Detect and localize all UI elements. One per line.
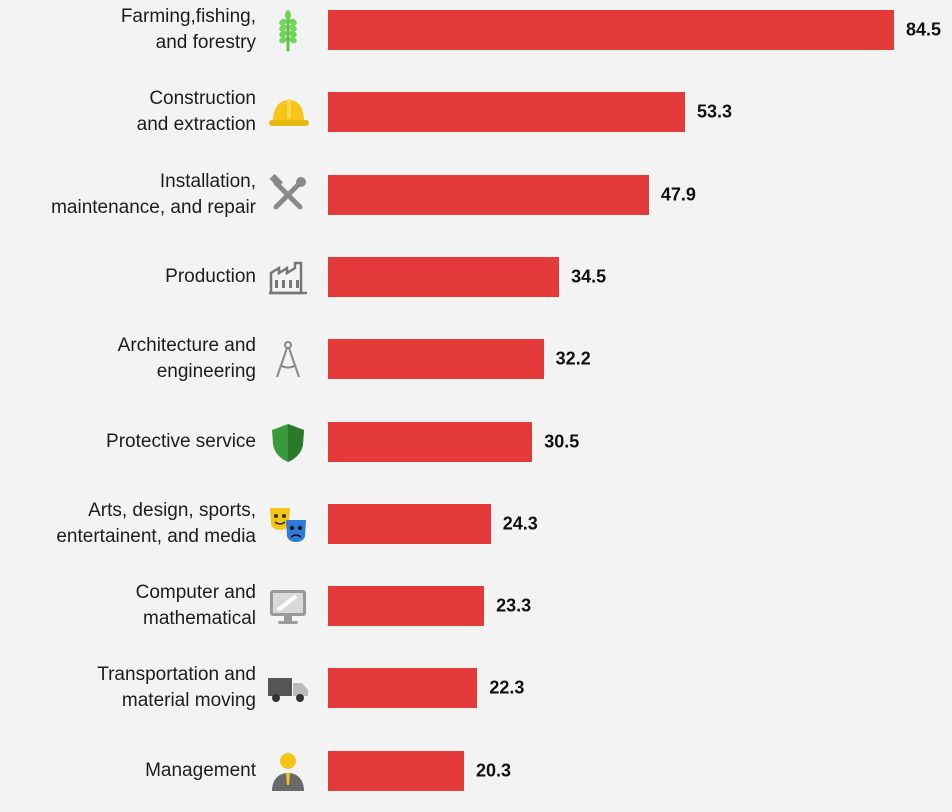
category-label: Farming,fishing, and forestry: [120, 6, 256, 53]
bar-row: Farming,fishing, and forestry 84.5: [0, 0, 952, 71]
value-label: 24.3: [502, 513, 538, 534]
category-label: Computer and mathematical: [135, 582, 256, 630]
bar: [328, 503, 491, 544]
theater-masks-icon: [270, 507, 306, 542]
bar-row: Arts, design, sports, entertainent, and …: [0, 483, 952, 565]
value-label: 22.3: [489, 677, 525, 698]
value-label: 32.2: [555, 348, 591, 369]
bar-row: Production 34.5: [0, 236, 952, 318]
bar: [328, 10, 894, 50]
category-label: Construction and extraction: [136, 88, 256, 136]
category-label: Arts, design, sports, entertainent, and …: [56, 499, 256, 547]
bar-row: Construction and extraction 53.3: [0, 71, 952, 153]
value-label: 53.3: [697, 101, 733, 122]
bar-row: Computer and mathematical 23.3: [0, 565, 952, 647]
manager-icon: [272, 752, 304, 791]
shield-icon: [272, 423, 304, 462]
compass-icon: [276, 341, 300, 378]
value-label: 20.3: [475, 760, 512, 781]
bar: [328, 586, 485, 627]
bar: [328, 339, 544, 380]
factory-icon: [269, 261, 307, 295]
tools-icon: [269, 173, 306, 210]
value-label: 23.3: [496, 595, 532, 616]
bar: [328, 750, 464, 791]
value-label: 30.5: [544, 431, 580, 451]
bar-row: Architecture and engineering 32.2: [0, 318, 952, 400]
category-label: Management: [145, 759, 256, 781]
category-label: Installation, maintenance, and repair: [51, 170, 256, 218]
bar: [328, 256, 560, 297]
truck-icon: [268, 678, 308, 703]
category-label: Protective service: [106, 430, 256, 452]
wheat-icon: [279, 10, 297, 52]
category-label: Transportation and material moving: [97, 664, 256, 712]
bar-chart: Farming,fishing, and forestry 84.5 Constru…: [0, 0, 952, 791]
bar: [328, 92, 685, 133]
bar-row: Transportation and material moving 22.3: [0, 647, 952, 729]
value-label: 84.5: [906, 19, 942, 40]
bar: [328, 668, 478, 709]
bar-row: Installation, maintenance, and repair 47.…: [0, 154, 952, 236]
category-label: Architecture and engineering: [117, 335, 256, 383]
bar: [328, 174, 649, 215]
hard-hat-icon: [269, 99, 309, 127]
bar-row: Management 20.3: [0, 730, 952, 812]
bar-row: Protective service 30.5: [0, 401, 952, 483]
value-label: 47.9: [660, 184, 696, 205]
value-label: 34.5: [571, 266, 607, 287]
bar: [328, 421, 533, 462]
category-label: Production: [165, 265, 256, 287]
monitor-icon: [270, 590, 306, 625]
